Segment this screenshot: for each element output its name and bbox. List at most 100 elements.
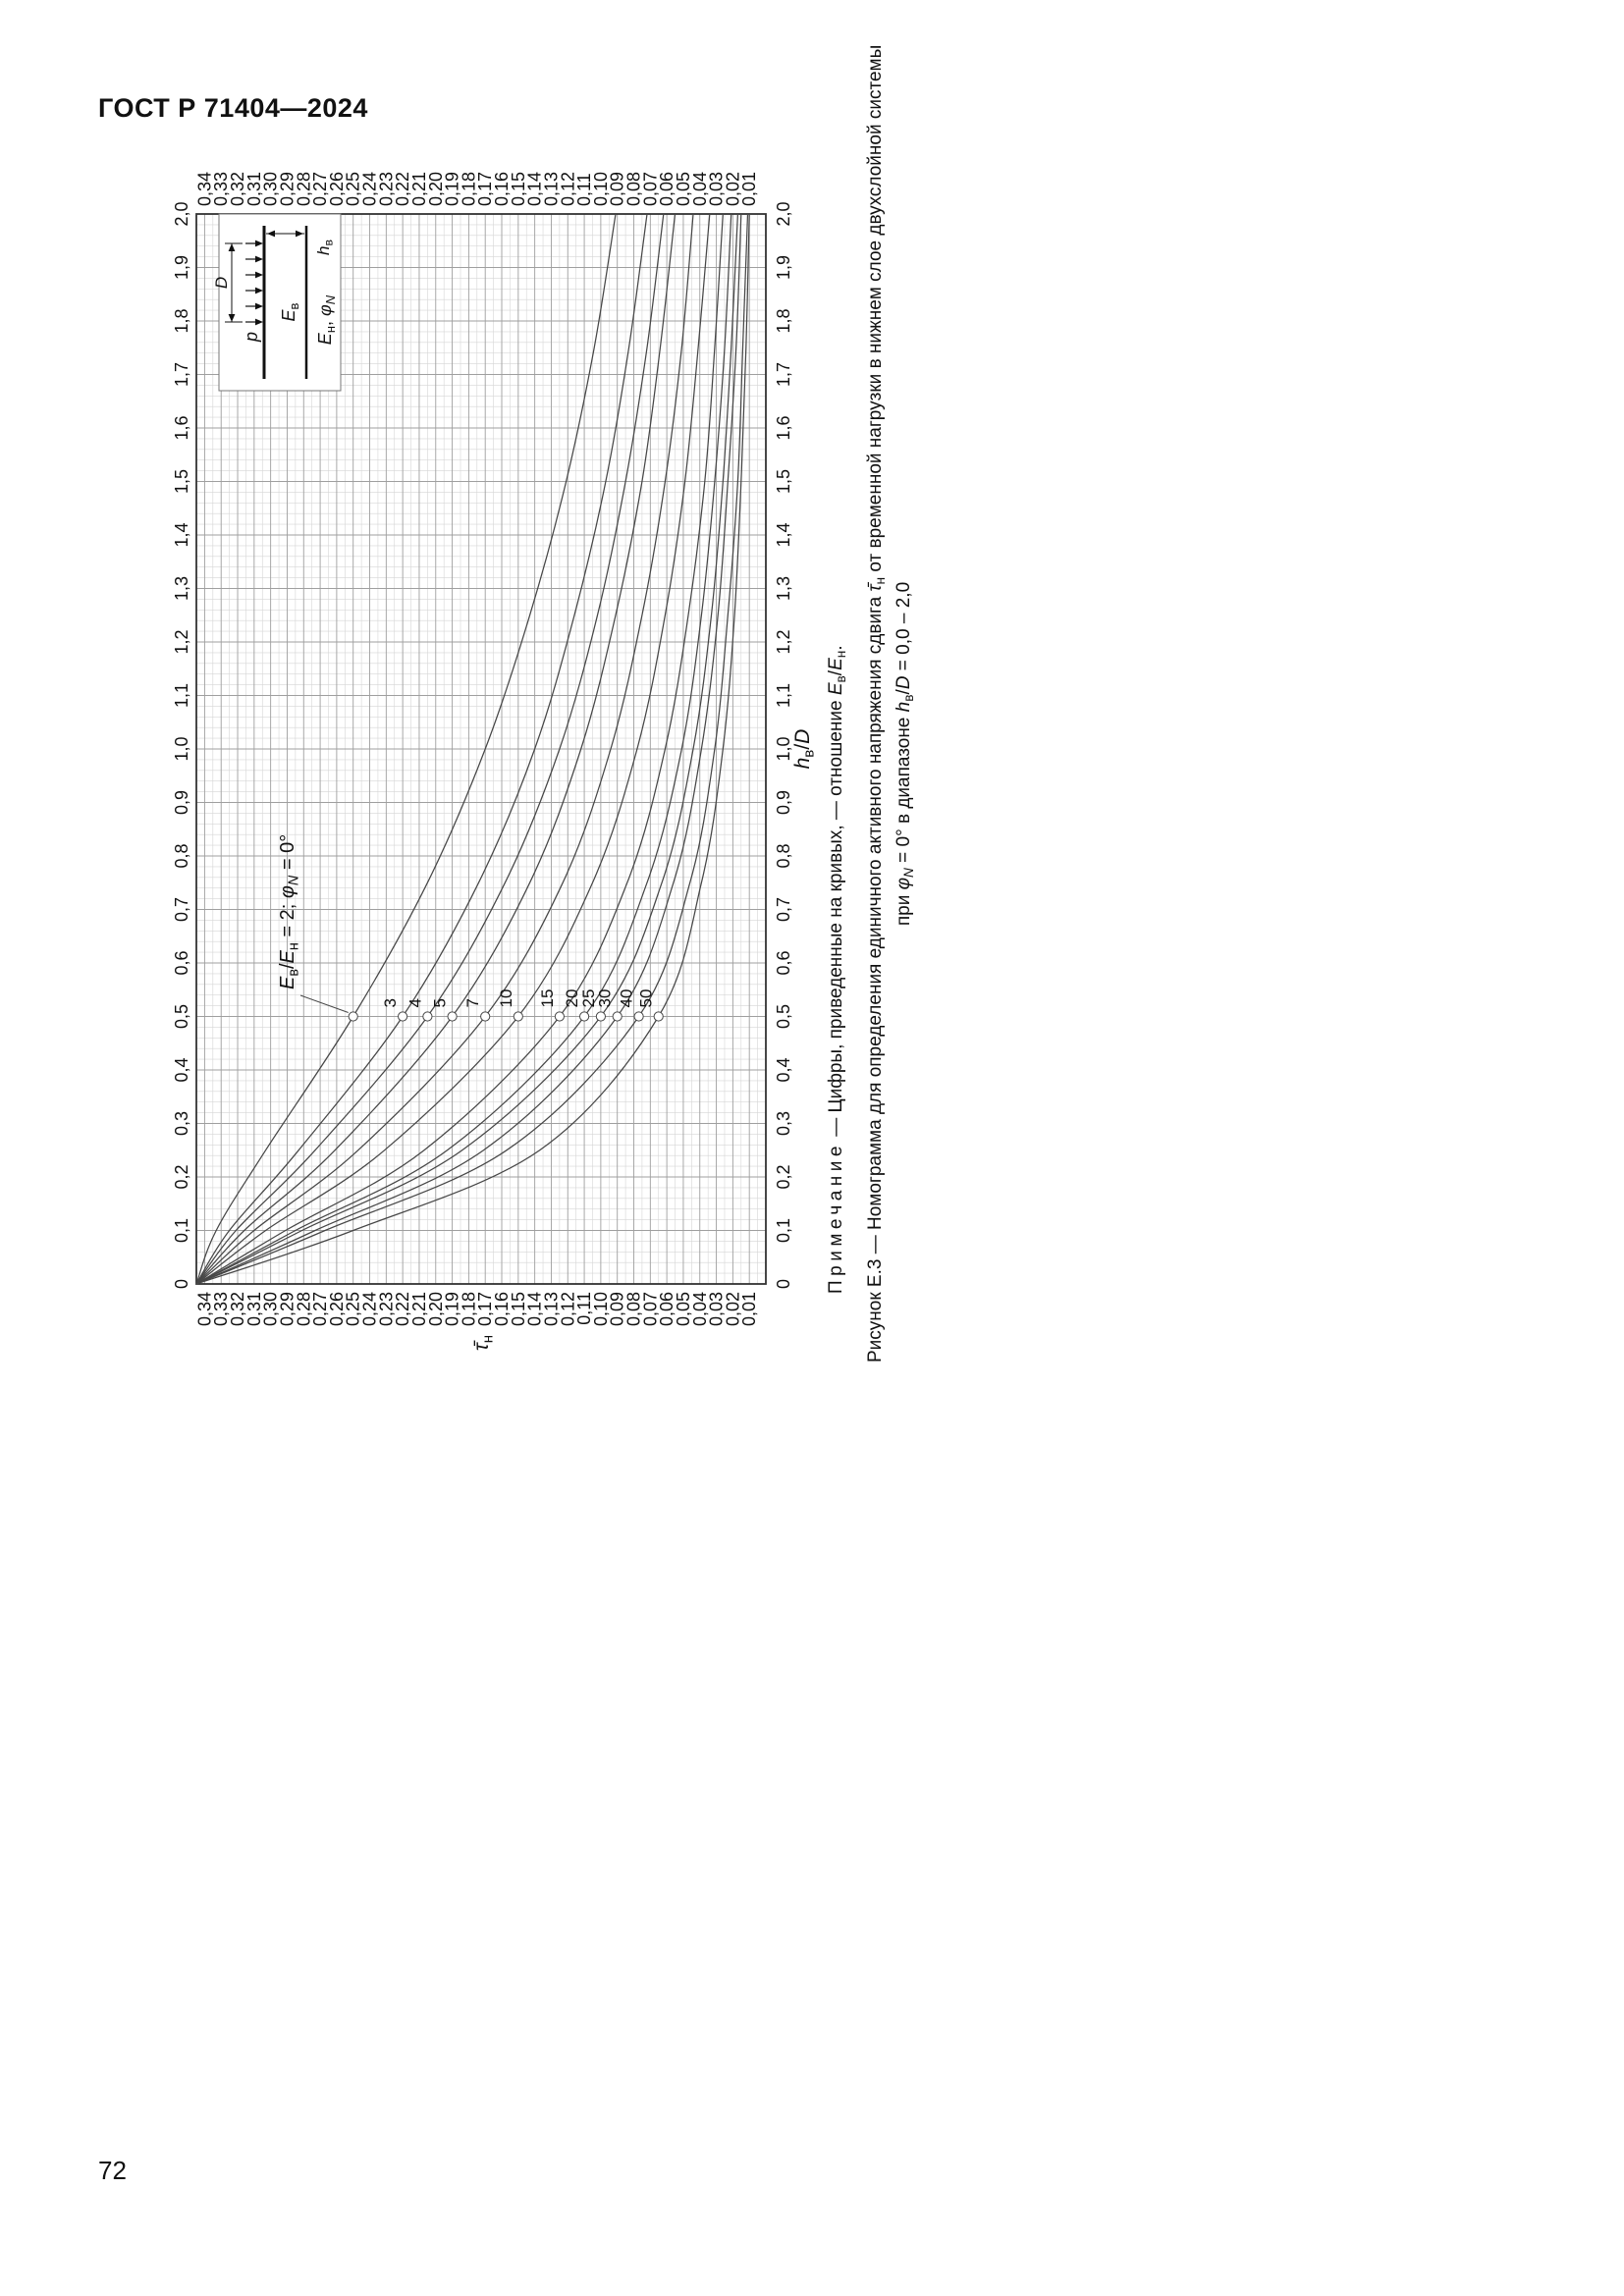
arrowhead-icon (228, 243, 236, 251)
tick-labels: 000,10,10,20,20,30,30,40,40,50,50,60,60,… (172, 172, 793, 1326)
curve-2 (195, 213, 617, 1285)
x-tick-label-top: 0,1 (172, 1218, 191, 1243)
x-tick-label-top: 2,0 (172, 201, 191, 226)
y-tick-label-left: 0,11 (574, 1292, 594, 1325)
curve-5 (195, 213, 677, 1285)
y-tick-label-left: 0,10 (591, 1292, 611, 1326)
y-tick-label-right: 0,05 (674, 172, 693, 206)
x-tick-label-top: 0,6 (172, 950, 191, 975)
y-tick-label-right: 0,01 (739, 172, 759, 206)
x-tick-label-top: 0,9 (172, 790, 191, 815)
x-tick-label-bottom: 1,0 (774, 736, 793, 761)
text-segment: E (277, 976, 298, 989)
y-tick-label-right: 0,09 (608, 172, 627, 206)
curve-marker (348, 1011, 358, 1022)
arrowhead-icon (255, 302, 263, 310)
y-tick-label-left: 0,32 (228, 1292, 247, 1326)
inset-box (218, 213, 342, 392)
curve-marker (595, 1011, 606, 1022)
x-tick-label-bottom: 0,8 (774, 843, 793, 868)
text-segment: / (277, 963, 298, 969)
curve-number-label: 3 (381, 998, 400, 1007)
text-segment: н (873, 576, 889, 585)
text-segment: = 2; (277, 898, 298, 942)
y-tick-label-left: 0,03 (707, 1292, 727, 1326)
text-segment: φ (893, 878, 914, 890)
x-tick-label-top: 1,3 (172, 576, 191, 601)
x-tick-label-bottom: 1,9 (774, 255, 793, 280)
curve-marker (653, 1011, 664, 1022)
text-segment: = 0° в диапазоне (893, 712, 914, 869)
upper-layer-label: Eв (279, 302, 301, 321)
curve-number-label: 4 (406, 998, 424, 1007)
y-tick-label-left: 0,20 (426, 1292, 446, 1326)
x-tick-label-bottom: 0,1 (774, 1218, 793, 1243)
y-tick-label-right: 0,17 (475, 172, 495, 206)
y-tick-label-right: 0,03 (707, 172, 727, 206)
y-tick-label-right: 0,22 (393, 172, 412, 206)
curve-30 (195, 213, 742, 1285)
curve-4 (195, 213, 665, 1285)
x-tick-label-bottom: 0,2 (774, 1164, 793, 1189)
curve-15 (195, 213, 724, 1285)
y-tick-label-right: 0,18 (459, 172, 478, 206)
text-segment: н (480, 1335, 497, 1343)
y-tick-label-left: 0,22 (393, 1292, 412, 1326)
figure-caption-line2: при φN = 0° в диапазоне hв/D = 0,0 – 2,0 (893, 145, 917, 1362)
curve-25 (195, 213, 739, 1285)
curve-marker (579, 1011, 590, 1022)
load-label: p (242, 332, 261, 343)
text-segment: = 0,0 – 2,0 (893, 581, 914, 676)
curve-marker (612, 1011, 623, 1022)
curve-number-label: 10 (497, 989, 515, 1008)
y-tick-label-right: 0,29 (278, 172, 298, 206)
annotation-leader-line (299, 994, 349, 1013)
text-segment: в (286, 969, 301, 977)
figure-caption-line1: Рисунок Е.3 — Номограмма для определения… (865, 45, 889, 1362)
x-tick-label-top: 1,2 (172, 629, 191, 654)
text-segment: E (315, 332, 335, 345)
text-segment: н (834, 650, 849, 659)
x-axis-title: hв/D (791, 729, 818, 770)
y-tick-label-right: 0,30 (261, 172, 281, 206)
x-tick-label-bottom: 0,3 (774, 1111, 793, 1136)
x-tick-label-bottom: 0 (774, 1279, 793, 1289)
y-tick-label-left: 0,25 (344, 1292, 363, 1326)
curve-number-label: 30 (596, 989, 615, 1008)
x-tick-label-bottom: 0,4 (774, 1057, 793, 1082)
y-axis-title: τ̄н (470, 1335, 497, 1351)
x-tick-label-top: 1,7 (172, 362, 191, 387)
x-tick-label-bottom: 1,3 (774, 576, 793, 601)
curve-marker (554, 1011, 565, 1022)
y-tick-label-left: 0,23 (376, 1292, 396, 1326)
y-tick-label-left: 0,27 (310, 1292, 330, 1326)
x-tick-label-bottom: 1,7 (774, 362, 793, 387)
text-segment: φ (277, 885, 298, 898)
lower-layer-label: Eн, φN (315, 294, 338, 345)
text-segment: в (287, 302, 301, 309)
y-tick-label-right: 0,25 (344, 172, 363, 206)
text-segment: / (791, 744, 814, 750)
text-segment: в (901, 694, 917, 702)
plot-border (195, 213, 767, 1285)
arrowhead-icon (255, 287, 263, 294)
y-tick-label-left: 0,28 (294, 1292, 313, 1326)
curve-marker (447, 1011, 458, 1022)
text-segment: в (834, 675, 849, 683)
y-tick-label-right: 0,21 (409, 172, 429, 206)
curve-3 (195, 213, 648, 1285)
y-tick-label-right: 0,33 (211, 172, 231, 206)
y-tick-label-right: 0,24 (360, 172, 380, 206)
curve-number-label: 25 (579, 989, 598, 1008)
text-segment: h (893, 701, 914, 713)
y-tick-label-right: 0,19 (443, 172, 462, 206)
diameter-label: D (212, 277, 231, 289)
text-segment: н (286, 942, 301, 950)
x-tick-label-top: 0,3 (172, 1111, 191, 1136)
text-segment: в (801, 750, 818, 758)
text-segment: N (901, 868, 917, 878)
curve-marker (398, 1011, 408, 1022)
curve-marker (513, 1011, 523, 1022)
